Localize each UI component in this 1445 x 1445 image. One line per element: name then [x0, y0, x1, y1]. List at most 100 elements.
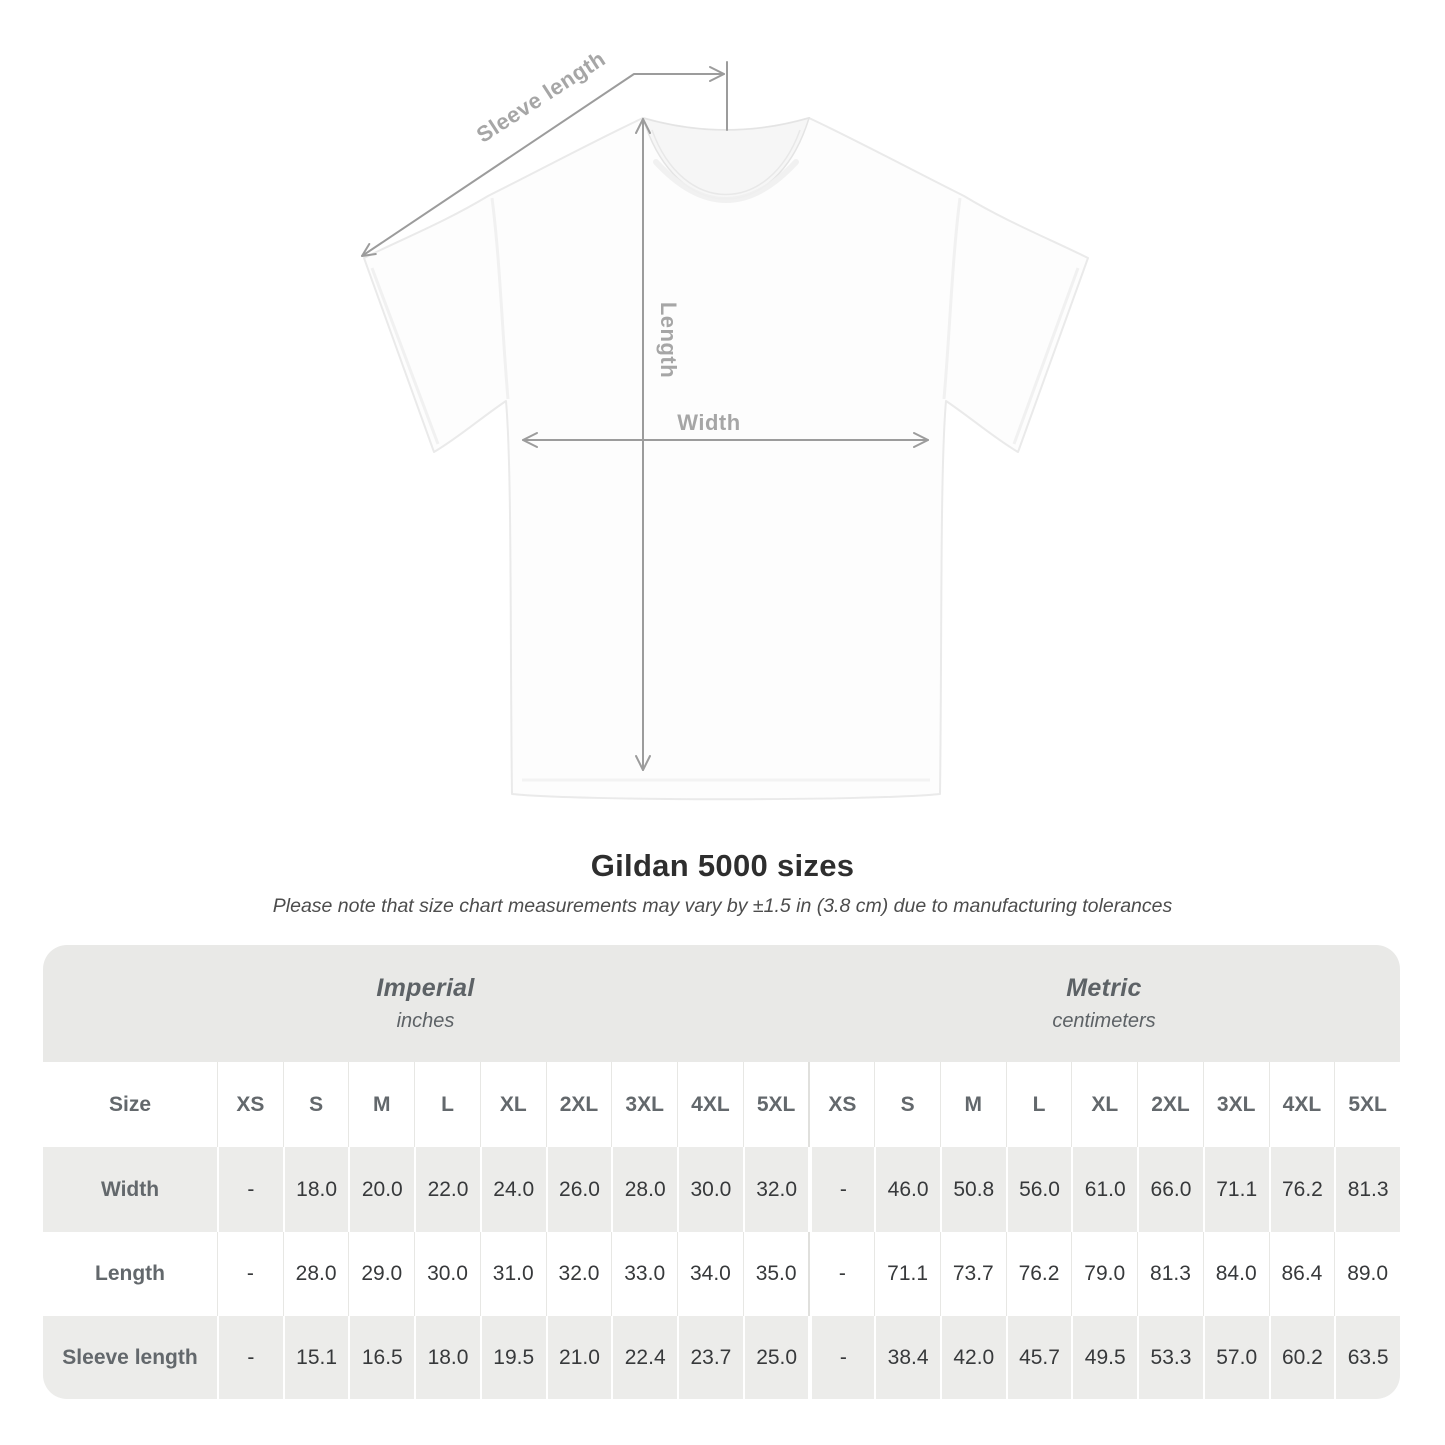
size-header-cell: 4XL: [677, 1062, 743, 1147]
width-label: Width: [677, 410, 740, 435]
value-cell: 71.1: [874, 1232, 940, 1316]
size-header-cell: M: [939, 1062, 1006, 1147]
value-cell: 56.0: [1005, 1147, 1072, 1232]
value-cell: 42.0: [939, 1316, 1006, 1399]
size-header-cell: 4XL: [1268, 1062, 1335, 1147]
imperial-title: Imperial: [376, 974, 475, 1002]
value-cell: -: [217, 1147, 283, 1232]
value-cell: 30.0: [414, 1232, 480, 1316]
value-cell: -: [808, 1147, 875, 1232]
value-cell: -: [217, 1232, 283, 1316]
size-header-cell: XL: [479, 1062, 546, 1147]
unit-header-band: Imperial inches Metric centimeters: [43, 945, 1400, 1062]
metric-unit-header: Metric centimeters: [808, 945, 1400, 1062]
value-cell: 63.5: [1334, 1316, 1400, 1399]
size-header-cell: XS: [217, 1062, 283, 1147]
width-arrow: [522, 432, 929, 448]
table-row: Sleeve length -15.1 16.5 18.0 19.5 21.0 22.4 23…: [43, 1316, 1400, 1399]
value-cell: 18.0: [414, 1316, 480, 1399]
metric-title: Metric: [1066, 974, 1142, 1002]
size-header-cell: XL: [1071, 1062, 1138, 1147]
value-cell: -: [217, 1316, 283, 1399]
value-cell: -: [808, 1232, 875, 1316]
value-cell: 28.0: [611, 1147, 678, 1232]
value-cell: -: [808, 1316, 875, 1399]
value-cell: 38.4: [874, 1316, 940, 1399]
value-cell: 18.0: [282, 1147, 349, 1232]
metric-unit: centimeters: [1052, 1010, 1156, 1032]
tolerance-note: Please note that size chart measurements…: [272, 895, 1173, 917]
imperial-unit: inches: [396, 1010, 455, 1032]
sleeve-length-arrow: [361, 61, 728, 257]
value-cell: 79.0: [1071, 1232, 1138, 1316]
value-cell: 73.7: [939, 1232, 1006, 1316]
row-label: Sleeve length: [43, 1316, 217, 1399]
value-cell: 24.0: [479, 1147, 546, 1232]
size-header-cell: 5XL: [1334, 1062, 1400, 1147]
size-header-cell: 3XL: [611, 1062, 678, 1147]
value-cell: 31.0: [479, 1232, 546, 1316]
imperial-unit-header: Imperial inches: [43, 945, 808, 1062]
value-cell: 15.1: [282, 1316, 349, 1399]
size-column-header: Size: [43, 1062, 217, 1147]
value-cell: 50.8: [939, 1147, 1006, 1232]
value-cell: 33.0: [611, 1232, 678, 1316]
chart-title: Gildan 5000 sizes: [590, 848, 855, 883]
size-header-cell: S: [282, 1062, 349, 1147]
value-cell: 26.0: [545, 1147, 612, 1232]
size-header-cell: M: [348, 1062, 415, 1147]
value-cell: 25.0: [742, 1316, 809, 1399]
value-cell: 30.0: [677, 1147, 743, 1232]
length-arrow: [635, 118, 651, 771]
table-row: Size XS S M L XL 2XL 3XL 4XL 5XL XS S M L XL 2XL 3XL 4XL 5…: [43, 1062, 1400, 1147]
value-cell: 86.4: [1268, 1232, 1335, 1316]
value-cell: 45.7: [1005, 1316, 1072, 1399]
row-label: Length: [43, 1232, 217, 1316]
sleeve-length-label: Sleeve length: [472, 46, 610, 148]
size-header-cell: L: [1005, 1062, 1072, 1147]
value-cell: 46.0: [874, 1147, 940, 1232]
size-header-cell: 5XL: [742, 1062, 809, 1147]
value-cell: 19.5: [479, 1316, 546, 1399]
table-row: Width -18.0 20.0 22.0 24.0 26.0 28.0 30.0 32.0-4…: [43, 1147, 1400, 1232]
value-cell: 22.0: [414, 1147, 480, 1232]
value-cell: 29.0: [348, 1232, 415, 1316]
value-cell: 81.3: [1334, 1147, 1400, 1232]
value-cell: 66.0: [1137, 1147, 1203, 1232]
value-cell: 84.0: [1202, 1232, 1269, 1316]
value-cell: 34.0: [677, 1232, 743, 1316]
value-cell: 53.3: [1137, 1316, 1203, 1399]
length-label: Length: [656, 302, 681, 378]
size-header-cell: S: [874, 1062, 940, 1147]
value-cell: 22.4: [611, 1316, 678, 1399]
size-grid: Size XS S M L XL 2XL 3XL 4XL 5XL XS S M L XL 2XL 3XL 4XL 5…: [43, 1062, 1400, 1399]
value-cell: 76.2: [1005, 1232, 1072, 1316]
value-cell: 21.0: [545, 1316, 612, 1399]
tshirt-size-diagram: Sleeve length Length Width: [361, 46, 1089, 801]
value-cell: 60.2: [1268, 1316, 1335, 1399]
size-header-cell: 2XL: [545, 1062, 612, 1147]
size-header-cell: XS: [808, 1062, 875, 1147]
value-cell: 28.0: [282, 1232, 349, 1316]
value-cell: 20.0: [348, 1147, 415, 1232]
value-cell: 76.2: [1268, 1147, 1335, 1232]
value-cell: 32.0: [545, 1232, 612, 1316]
value-cell: 35.0: [742, 1232, 809, 1316]
value-cell: 57.0: [1202, 1316, 1269, 1399]
value-cell: 49.5: [1071, 1316, 1138, 1399]
value-cell: 81.3: [1137, 1232, 1203, 1316]
tshirt-illustration: [363, 116, 1089, 801]
value-cell: 61.0: [1071, 1147, 1138, 1232]
value-cell: 32.0: [742, 1147, 809, 1232]
size-header-cell: 3XL: [1202, 1062, 1269, 1147]
size-header-cell: 2XL: [1137, 1062, 1203, 1147]
size-table: Imperial inches Metric centimeters Size X…: [43, 945, 1400, 1399]
row-label: Width: [43, 1147, 217, 1232]
value-cell: 71.1: [1202, 1147, 1269, 1232]
value-cell: 23.7: [677, 1316, 743, 1399]
value-cell: 89.0: [1334, 1232, 1400, 1316]
table-row: Length -28.0 29.0 30.0 31.0 32.0 33.0 34.0 35.0-…: [43, 1232, 1400, 1316]
size-header-cell: L: [414, 1062, 480, 1147]
value-cell: 16.5: [348, 1316, 415, 1399]
